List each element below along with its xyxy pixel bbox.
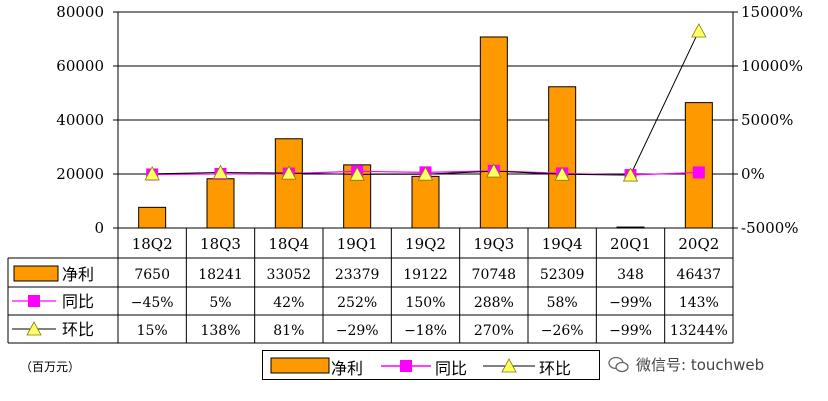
data-label: −99% [609,295,652,311]
x-tick-label: 20Q1 [610,235,651,253]
qoq-point [417,166,434,181]
data-label: 7650 [134,267,170,283]
legend-yoy-marker [400,360,412,372]
watermark: 微信号: touchweb [608,354,764,375]
qoq-point [281,165,297,180]
data-label: 52309 [540,267,585,283]
legend-qoq-marker [501,358,517,373]
y-tick-label: 80000 [56,3,104,21]
y2-tick-label: -5000% [741,219,799,237]
data-label: 15% [137,323,168,339]
x-tick-label: 18Q3 [200,235,241,253]
data-label: 5% [209,295,231,311]
data-label: 23379 [335,267,380,283]
qoq-point [691,23,707,38]
data-table: 18Q2 18Q3 18Q4 19Q1 19Q2 19Q3 19Q4 20Q1 20Q2 7650… [7,227,734,344]
data-label: −26% [541,323,584,339]
y-tick-label: 60000 [56,57,104,75]
legend-label-qoq: 环比 [539,359,572,378]
row-key-bar [13,265,59,282]
data-label: 19122 [403,267,448,283]
data-label: −45% [131,295,174,311]
legend-bar-swatch [270,357,330,374]
legend-label-net-profit: 净利 [331,359,364,378]
data-label: −29% [336,323,379,339]
x-tick-label: 19Q2 [405,235,446,253]
bars [138,36,713,229]
data-label: 33052 [267,267,312,283]
x-tick-label: 20Q2 [678,235,719,253]
y2-tick-label: 15000% [741,3,803,21]
data-label: 58% [547,295,578,311]
bar [138,206,167,229]
y-tick-label: 20000 [56,165,104,183]
x-tick-label: 19Q1 [337,235,378,253]
wechat-icon [608,356,629,372]
x-tick-label: 18Q2 [132,235,173,253]
legend-label-yoy: 同比 [435,359,468,378]
bar [206,178,235,229]
chart: 0 20000 40000 60000 80000 -5000% 0% 5000% 10000… [7,3,803,344]
qoq-point [349,166,365,181]
bar [411,175,440,229]
data-label: 288% [474,295,514,311]
qoq-point [144,165,160,181]
y2-tick-label: 5000% [741,111,793,129]
watermark-text: 微信号: touchweb [636,356,765,374]
unit-label: （百万元） [20,360,81,374]
data-label: 70748 [472,267,517,283]
qoq-point [212,164,229,179]
data-label: 81% [273,323,304,339]
series-lines [152,30,700,176]
bar [684,102,713,229]
row-key-qoq-marker [26,321,42,336]
data-label: 143% [679,295,719,311]
y2-ticks: -5000% 0% 5000% 10000% 15000% [741,3,803,237]
data-label: 13244% [670,323,728,339]
y-tick-label: 0 [94,219,104,237]
x-tick-label: 19Q3 [473,235,514,253]
qoq-point [554,166,570,181]
x-tick-label: 18Q4 [268,235,309,253]
qoq-point [622,167,639,182]
yoy-point [692,166,705,179]
data-label: −18% [404,323,447,339]
data-label: 46437 [677,267,722,283]
axes [113,11,738,229]
data-label: 18241 [198,267,243,283]
y-tick-label: 40000 [56,111,104,129]
legend: 净利 同比 环比 [262,350,600,380]
y2-tick-label: 10000% [741,57,803,75]
data-label: 348 [617,267,644,283]
qoq-point [486,163,502,178]
bar [479,36,508,229]
series-markers [144,23,707,182]
grid-lines [118,11,733,175]
data-label: 150% [405,295,445,311]
data-label: 42% [273,295,304,311]
row-label-yoy: 同比 [62,292,94,311]
bar [548,86,577,229]
data-label: 270% [474,323,514,339]
row-label-net-profit: 净利 [62,265,94,284]
y2-tick-label: 0% [741,165,765,183]
data-label: 138% [200,323,240,339]
row-key-yoy-marker [28,295,40,307]
data-label: −99% [609,323,652,339]
qoq-line [152,30,700,176]
row-label-qoq: 环比 [62,320,94,339]
x-tick-label: 19Q4 [542,235,583,253]
data-label: 252% [337,295,377,311]
y-ticks: 0 20000 40000 60000 80000 [56,3,104,237]
bar [274,138,303,229]
